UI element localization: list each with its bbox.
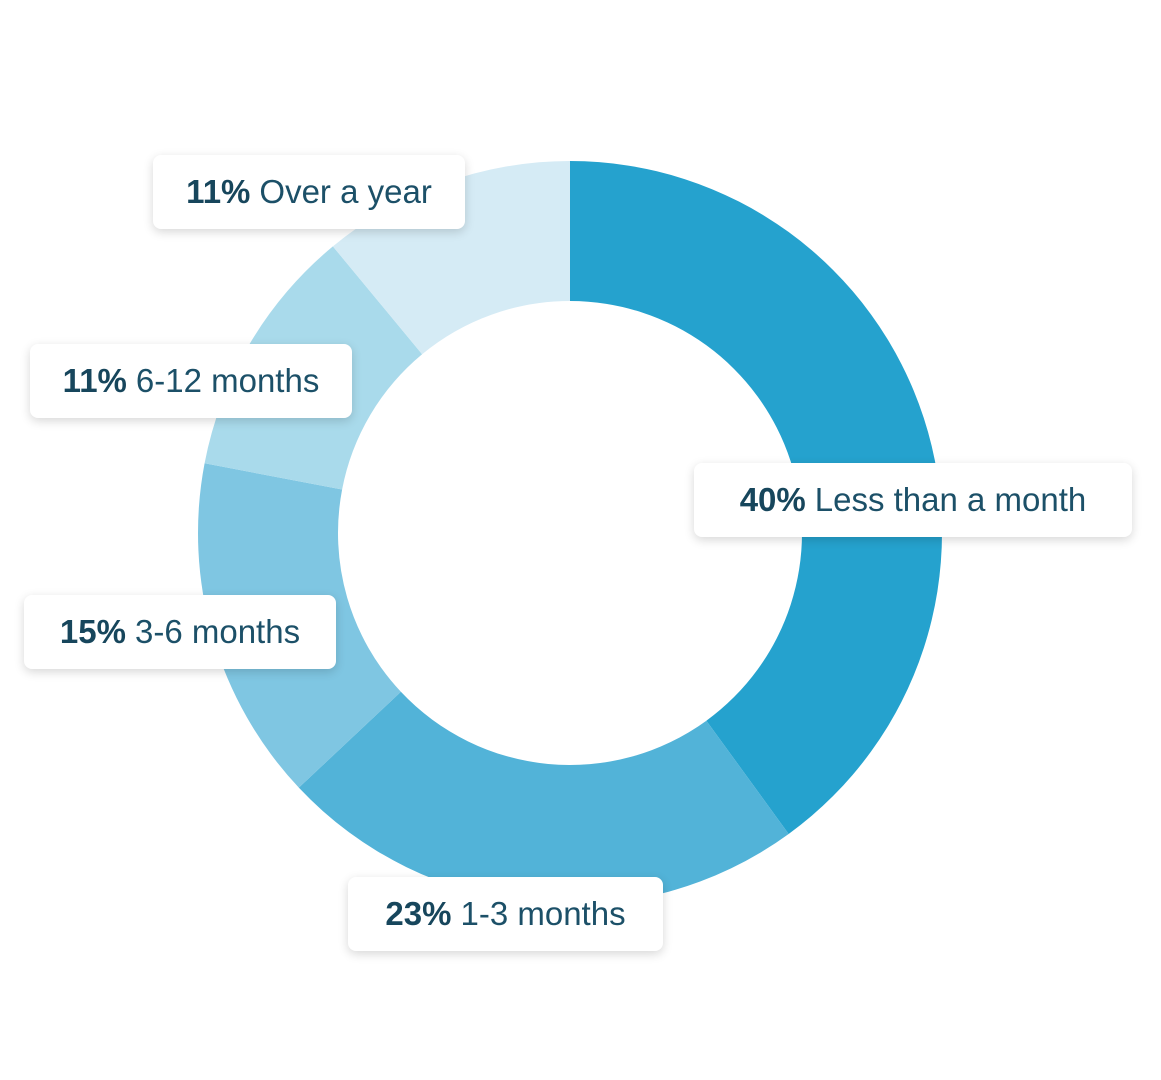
label-6-12-months-value: 11% xyxy=(62,362,127,399)
label-less-than-a-month: 40% Less than a month xyxy=(694,463,1132,537)
label-6-12-months: 11% 6-12 months xyxy=(30,344,352,418)
label-6-12-months-category: 6-12 months xyxy=(135,362,320,399)
slice-less-than-a-month xyxy=(570,161,942,834)
label-1-3-months-category: 1-3 months xyxy=(460,895,626,932)
label-3-6-months-category: 3-6 months xyxy=(134,613,301,650)
label-3-6-months: 15% 3-6 months xyxy=(24,595,336,669)
label-over-a-year: 11% Over a year xyxy=(153,155,465,229)
label-less-than-a-month-category: Less than a month xyxy=(814,481,1087,518)
slice-1-3-months xyxy=(298,691,789,906)
label-3-6-months-value: 15% xyxy=(59,613,126,650)
label-over-a-year-value: 11% xyxy=(186,173,251,210)
label-less-than-a-month-value: 40% xyxy=(739,481,806,518)
label-1-3-months-value: 23% xyxy=(385,895,452,932)
label-over-a-year-category: Over a year xyxy=(259,173,432,210)
label-1-3-months: 23% 1-3 months xyxy=(348,877,663,951)
